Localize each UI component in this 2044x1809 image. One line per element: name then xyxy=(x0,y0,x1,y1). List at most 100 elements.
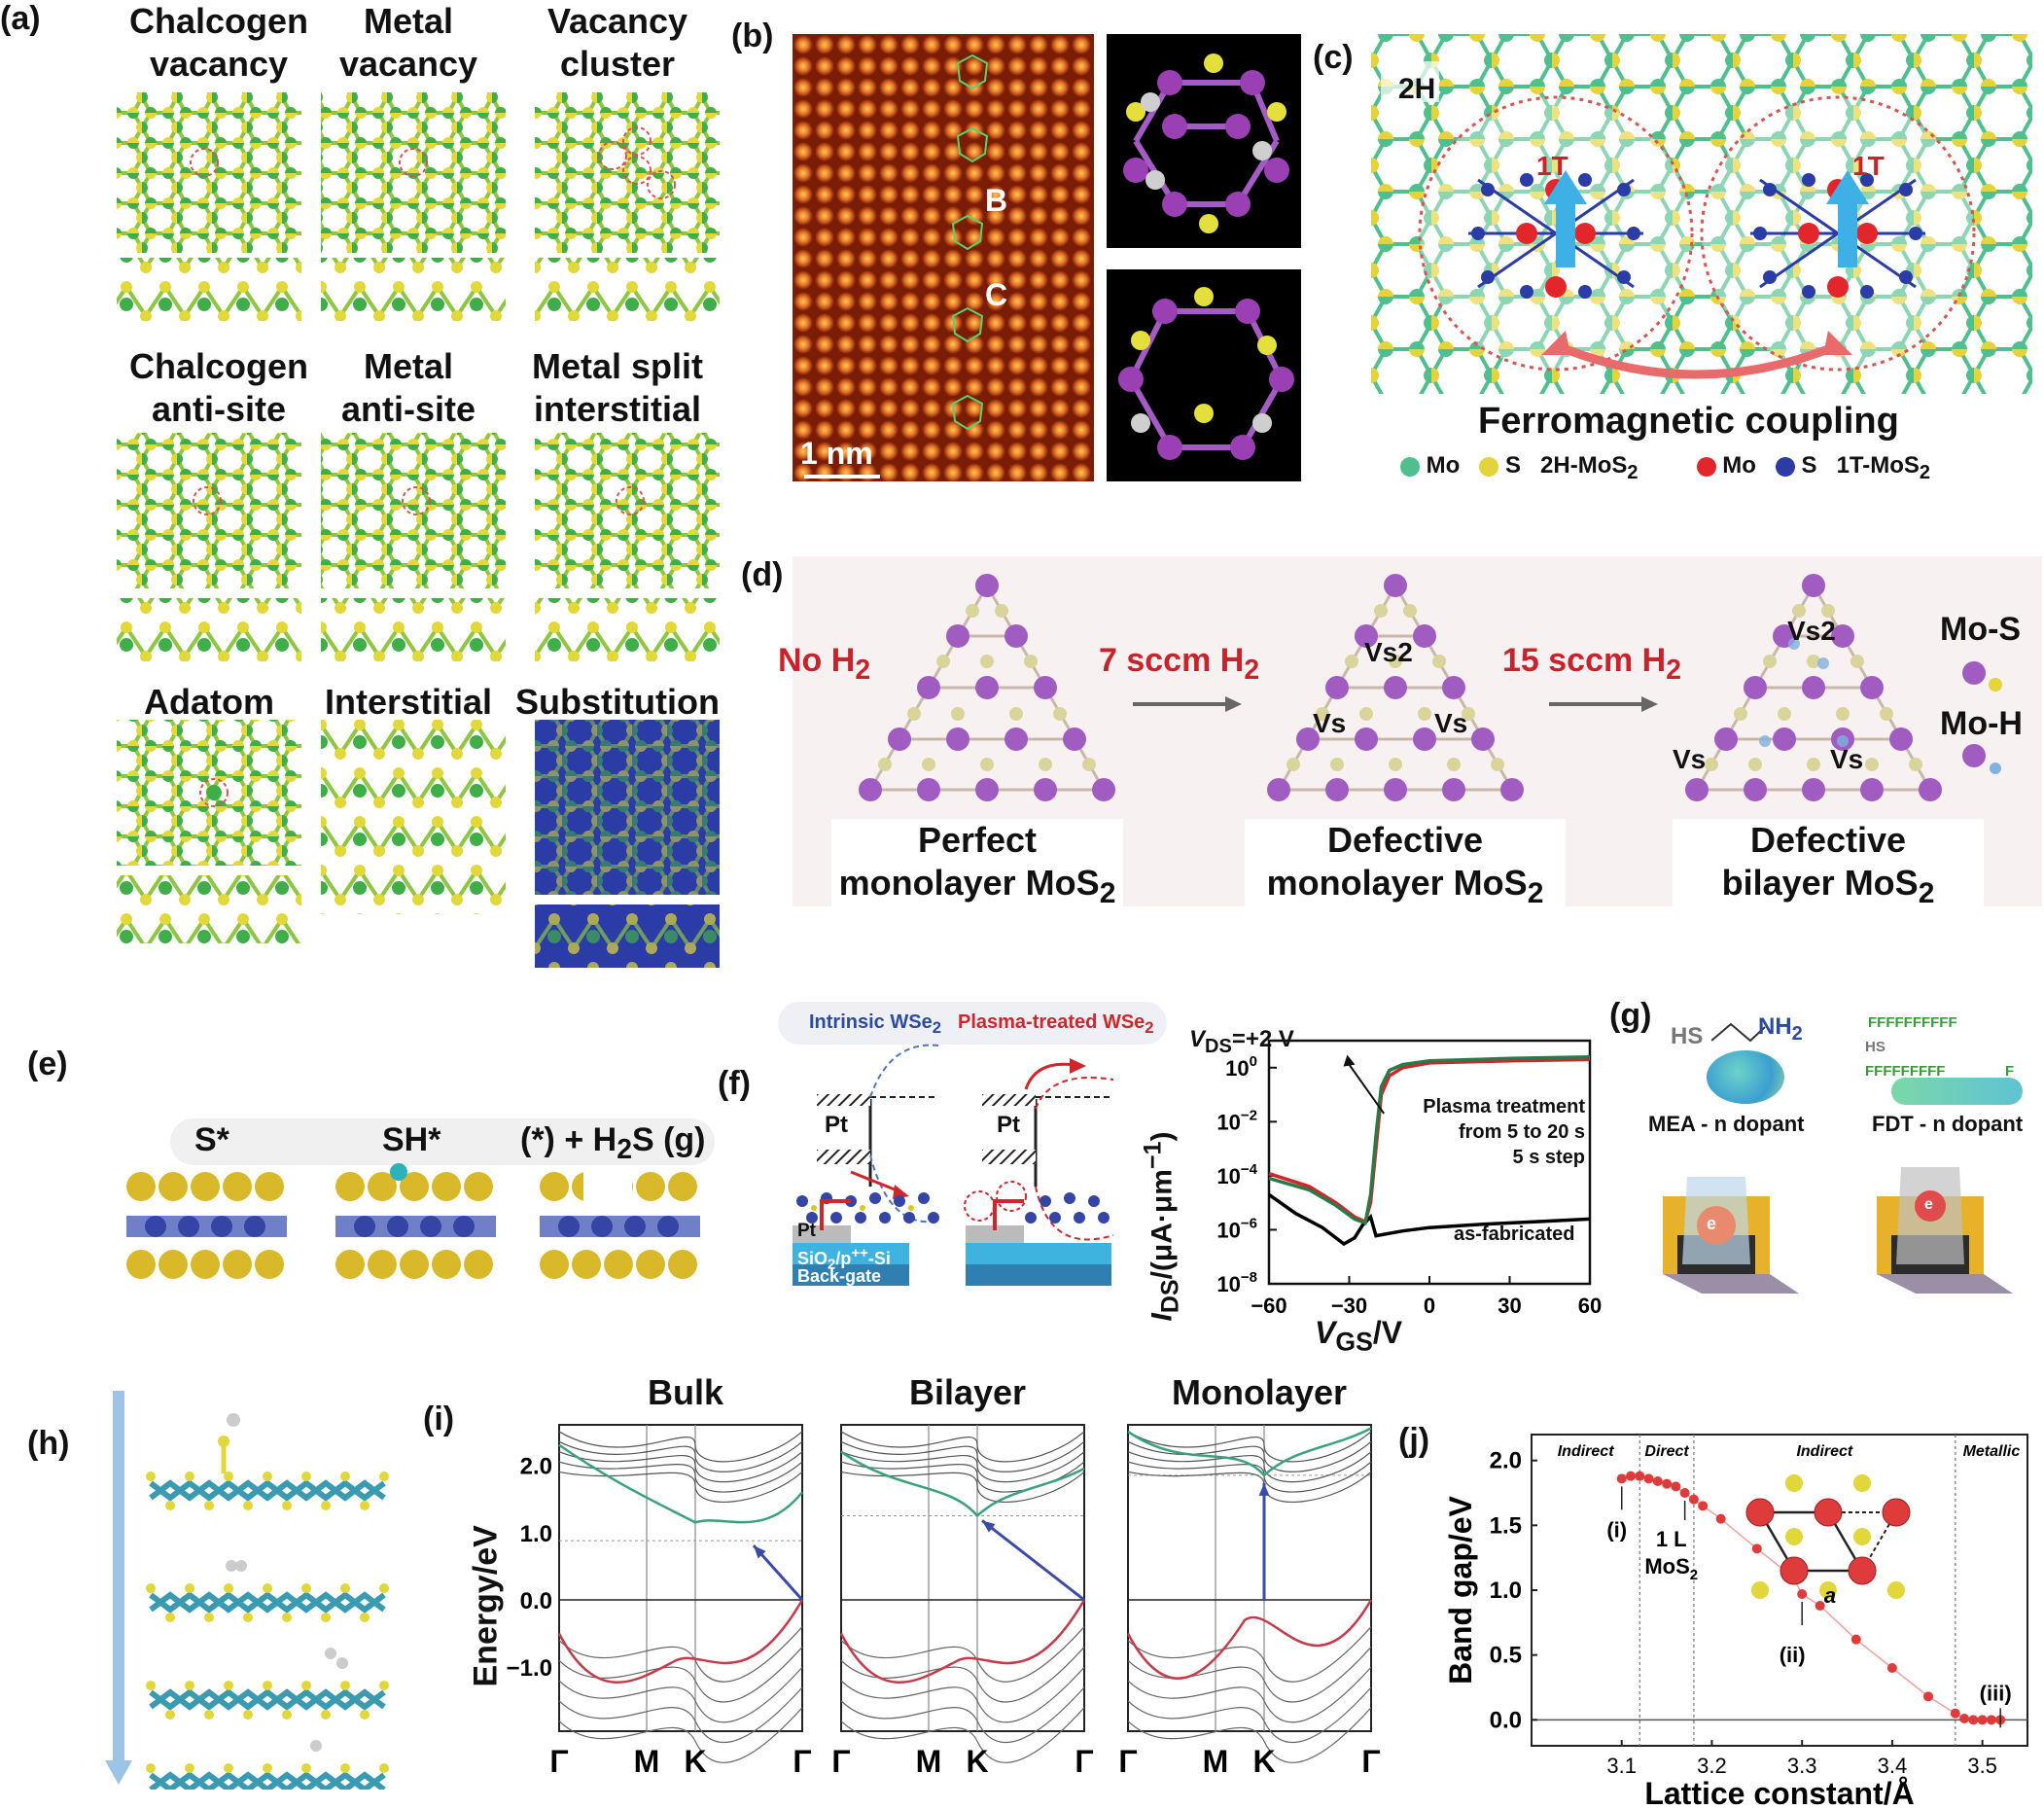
i-kpoint-1-0: Γ xyxy=(831,1744,850,1779)
phase-1t-label-left: 1T xyxy=(1536,151,1568,181)
j-point-7 xyxy=(1679,1488,1690,1498)
condition-15-sccm: 15 sccm H2 xyxy=(1502,642,1681,686)
vs-label-monolayer-left: Vs xyxy=(1313,708,1347,738)
i-kpoint-0-1: M xyxy=(634,1744,660,1779)
condition-7-sccm: 7 sccm H2 xyxy=(1099,642,1260,686)
perfect-monolayer-triangle xyxy=(857,572,1117,803)
a-side-view-5 xyxy=(321,598,506,661)
i-valence-band-1-2 xyxy=(840,1666,1085,1723)
j-point-9 xyxy=(1698,1501,1709,1511)
band-title-monolayer: Monolayer xyxy=(1171,1372,1348,1412)
i-kpoint-1-2: K xyxy=(966,1744,988,1779)
slab-s xyxy=(126,1172,287,1279)
electron-label-fdt: e xyxy=(1924,1196,1933,1213)
j-point-0 xyxy=(1616,1473,1627,1484)
f-ytick-label-1: 10−2 xyxy=(1216,1107,1257,1134)
i-conduction-band-0-4 xyxy=(558,1471,803,1503)
stem-image xyxy=(793,34,1094,481)
i-valence-band-1-4 xyxy=(840,1707,1085,1763)
i-lowest-conduction-band-1 xyxy=(840,1450,1085,1518)
i-kpoint-2-1: M xyxy=(1203,1744,1229,1779)
i-gap-arrowhead-0 xyxy=(754,1545,766,1559)
f-xtick-label-4: 60 xyxy=(1578,1294,1602,1318)
scale-bar-label: 1 nm xyxy=(800,436,873,471)
defect-title-6: Metal split interstitial xyxy=(531,346,704,429)
i-highest-valence-band-1 xyxy=(839,1599,1086,1685)
i-valence-band-2-0 xyxy=(1127,1626,1372,1683)
h2-desorption-sequence xyxy=(105,1391,399,1790)
j-point-20 xyxy=(1968,1715,1979,1725)
i-valence-band-2-2 xyxy=(1127,1666,1372,1723)
hs-label-fdt: HS xyxy=(1865,1039,1885,1055)
defect-title-3: Vacancy cluster xyxy=(546,1,688,84)
fdt-dopant-label: FDT - n dopant xyxy=(1872,1112,2024,1136)
i-gap-arrow-1 xyxy=(981,1519,1085,1602)
i-conduction-band-0-3 xyxy=(558,1461,803,1493)
i-conduction-band-1-1 xyxy=(840,1440,1085,1472)
panel-a-label: (a) xyxy=(0,0,41,37)
i-gap-arrowhead-2 xyxy=(1258,1482,1270,1496)
i-lowest-conduction-band-0 xyxy=(558,1443,803,1524)
j-xtick-label-4: 3.5 xyxy=(1967,1754,1997,1778)
condition-no-h2: No H2 xyxy=(778,642,871,686)
mea-molecule-cloud xyxy=(1707,1050,1784,1104)
as-fabricated-label: as-fabricated xyxy=(1454,1224,1575,1245)
j-point-label-0: (i) xyxy=(1606,1517,1627,1542)
f-ytick-label-4: 10−8 xyxy=(1216,1269,1257,1296)
j-point-11 xyxy=(1751,1543,1762,1554)
band-structure-chart: 2.01.00.0−1.0Γ M K Γ Γ M K Γ Γ M K Γ xyxy=(507,1424,1381,1779)
band-title-bilayer: Bilayer xyxy=(908,1372,1027,1412)
i-conduction-band-0-0 xyxy=(558,1431,803,1463)
pt-contact-label: Pt xyxy=(797,1221,816,1241)
panel-e-label-band xyxy=(170,1118,715,1165)
phase-lattice xyxy=(1371,34,2032,394)
j-point-4 xyxy=(1652,1476,1663,1486)
a-side-view-8 xyxy=(321,720,506,914)
dopant-devices xyxy=(1663,1167,2013,1294)
j-ytick-label-1: 0.5 xyxy=(1490,1643,1522,1669)
vs-label-bilayer-left: Vs xyxy=(1673,744,1707,774)
j-point-2 xyxy=(1635,1471,1645,1481)
intrinsic-label: Intrinsic WSe2 xyxy=(809,1011,941,1037)
site-c-label: C xyxy=(985,277,1008,312)
i-conduction-band-2-4 xyxy=(1127,1471,1372,1503)
caption-perfect-monolayer: Perfect monolayer MoS2 xyxy=(831,819,1123,916)
i-conduction-band-2-2 xyxy=(1127,1451,1372,1483)
vds-annotation: VDS=+2 V xyxy=(1189,1026,1294,1057)
band-gap-chart: Indirect Direct Indirect Metallic 3.1 3.2 3.3 3… xyxy=(1443,1434,2028,1808)
j-xtick-label-1: 3.2 xyxy=(1697,1754,1727,1778)
band-diagrams xyxy=(793,1044,1114,1286)
mea-chain xyxy=(1711,1022,1766,1043)
fdt-device xyxy=(1877,1167,2013,1294)
pt-label-left: Pt xyxy=(825,1112,848,1138)
j-point-label-1: (ii) xyxy=(1780,1643,1806,1667)
hydrogen-atom xyxy=(390,1163,407,1181)
i-conduction-band-2-3 xyxy=(1127,1461,1372,1493)
i-frame-0 xyxy=(558,1424,803,1732)
j-xtick-label-0: 3.1 xyxy=(1606,1754,1637,1778)
spin-up-arrow-right xyxy=(1826,170,1869,267)
defect-title-7: Adatom xyxy=(144,682,274,722)
i-ytick-label-3: −1.0 xyxy=(507,1655,552,1682)
j-ytick-label-2: 1.0 xyxy=(1490,1578,1522,1604)
vgs-axis-label: VGS/V xyxy=(1315,1315,1403,1357)
j-point-19 xyxy=(1959,1714,1970,1723)
vs-label-bilayer-right: Vs xyxy=(1830,744,1864,774)
panel-f-legend-band xyxy=(778,1002,1167,1045)
phase-2h-label: 2H xyxy=(1398,73,1436,105)
j-xtick-label-2: 3.3 xyxy=(1787,1754,1817,1778)
j-point-5 xyxy=(1662,1478,1673,1489)
j-inset-lattice: a xyxy=(1745,1474,1911,1608)
electron-label-mea: e xyxy=(1707,1214,1717,1233)
i-kpoint-0-0: Γ xyxy=(549,1744,568,1779)
i-highest-valence-band-0 xyxy=(557,1599,804,1685)
i-kpoint-1-3: Γ xyxy=(1075,1744,1093,1779)
a-side-view-4 xyxy=(117,598,301,661)
i-valence-band-0-1 xyxy=(558,1647,803,1703)
a-top-view-4 xyxy=(117,433,301,588)
mo-h-legend-label: Mo-H xyxy=(1940,705,2023,742)
mo-2h-swatch xyxy=(1400,456,1420,477)
i-kpoint-0-3: Γ xyxy=(793,1744,811,1779)
energy-axis-label: Energy/eV xyxy=(467,1525,505,1687)
